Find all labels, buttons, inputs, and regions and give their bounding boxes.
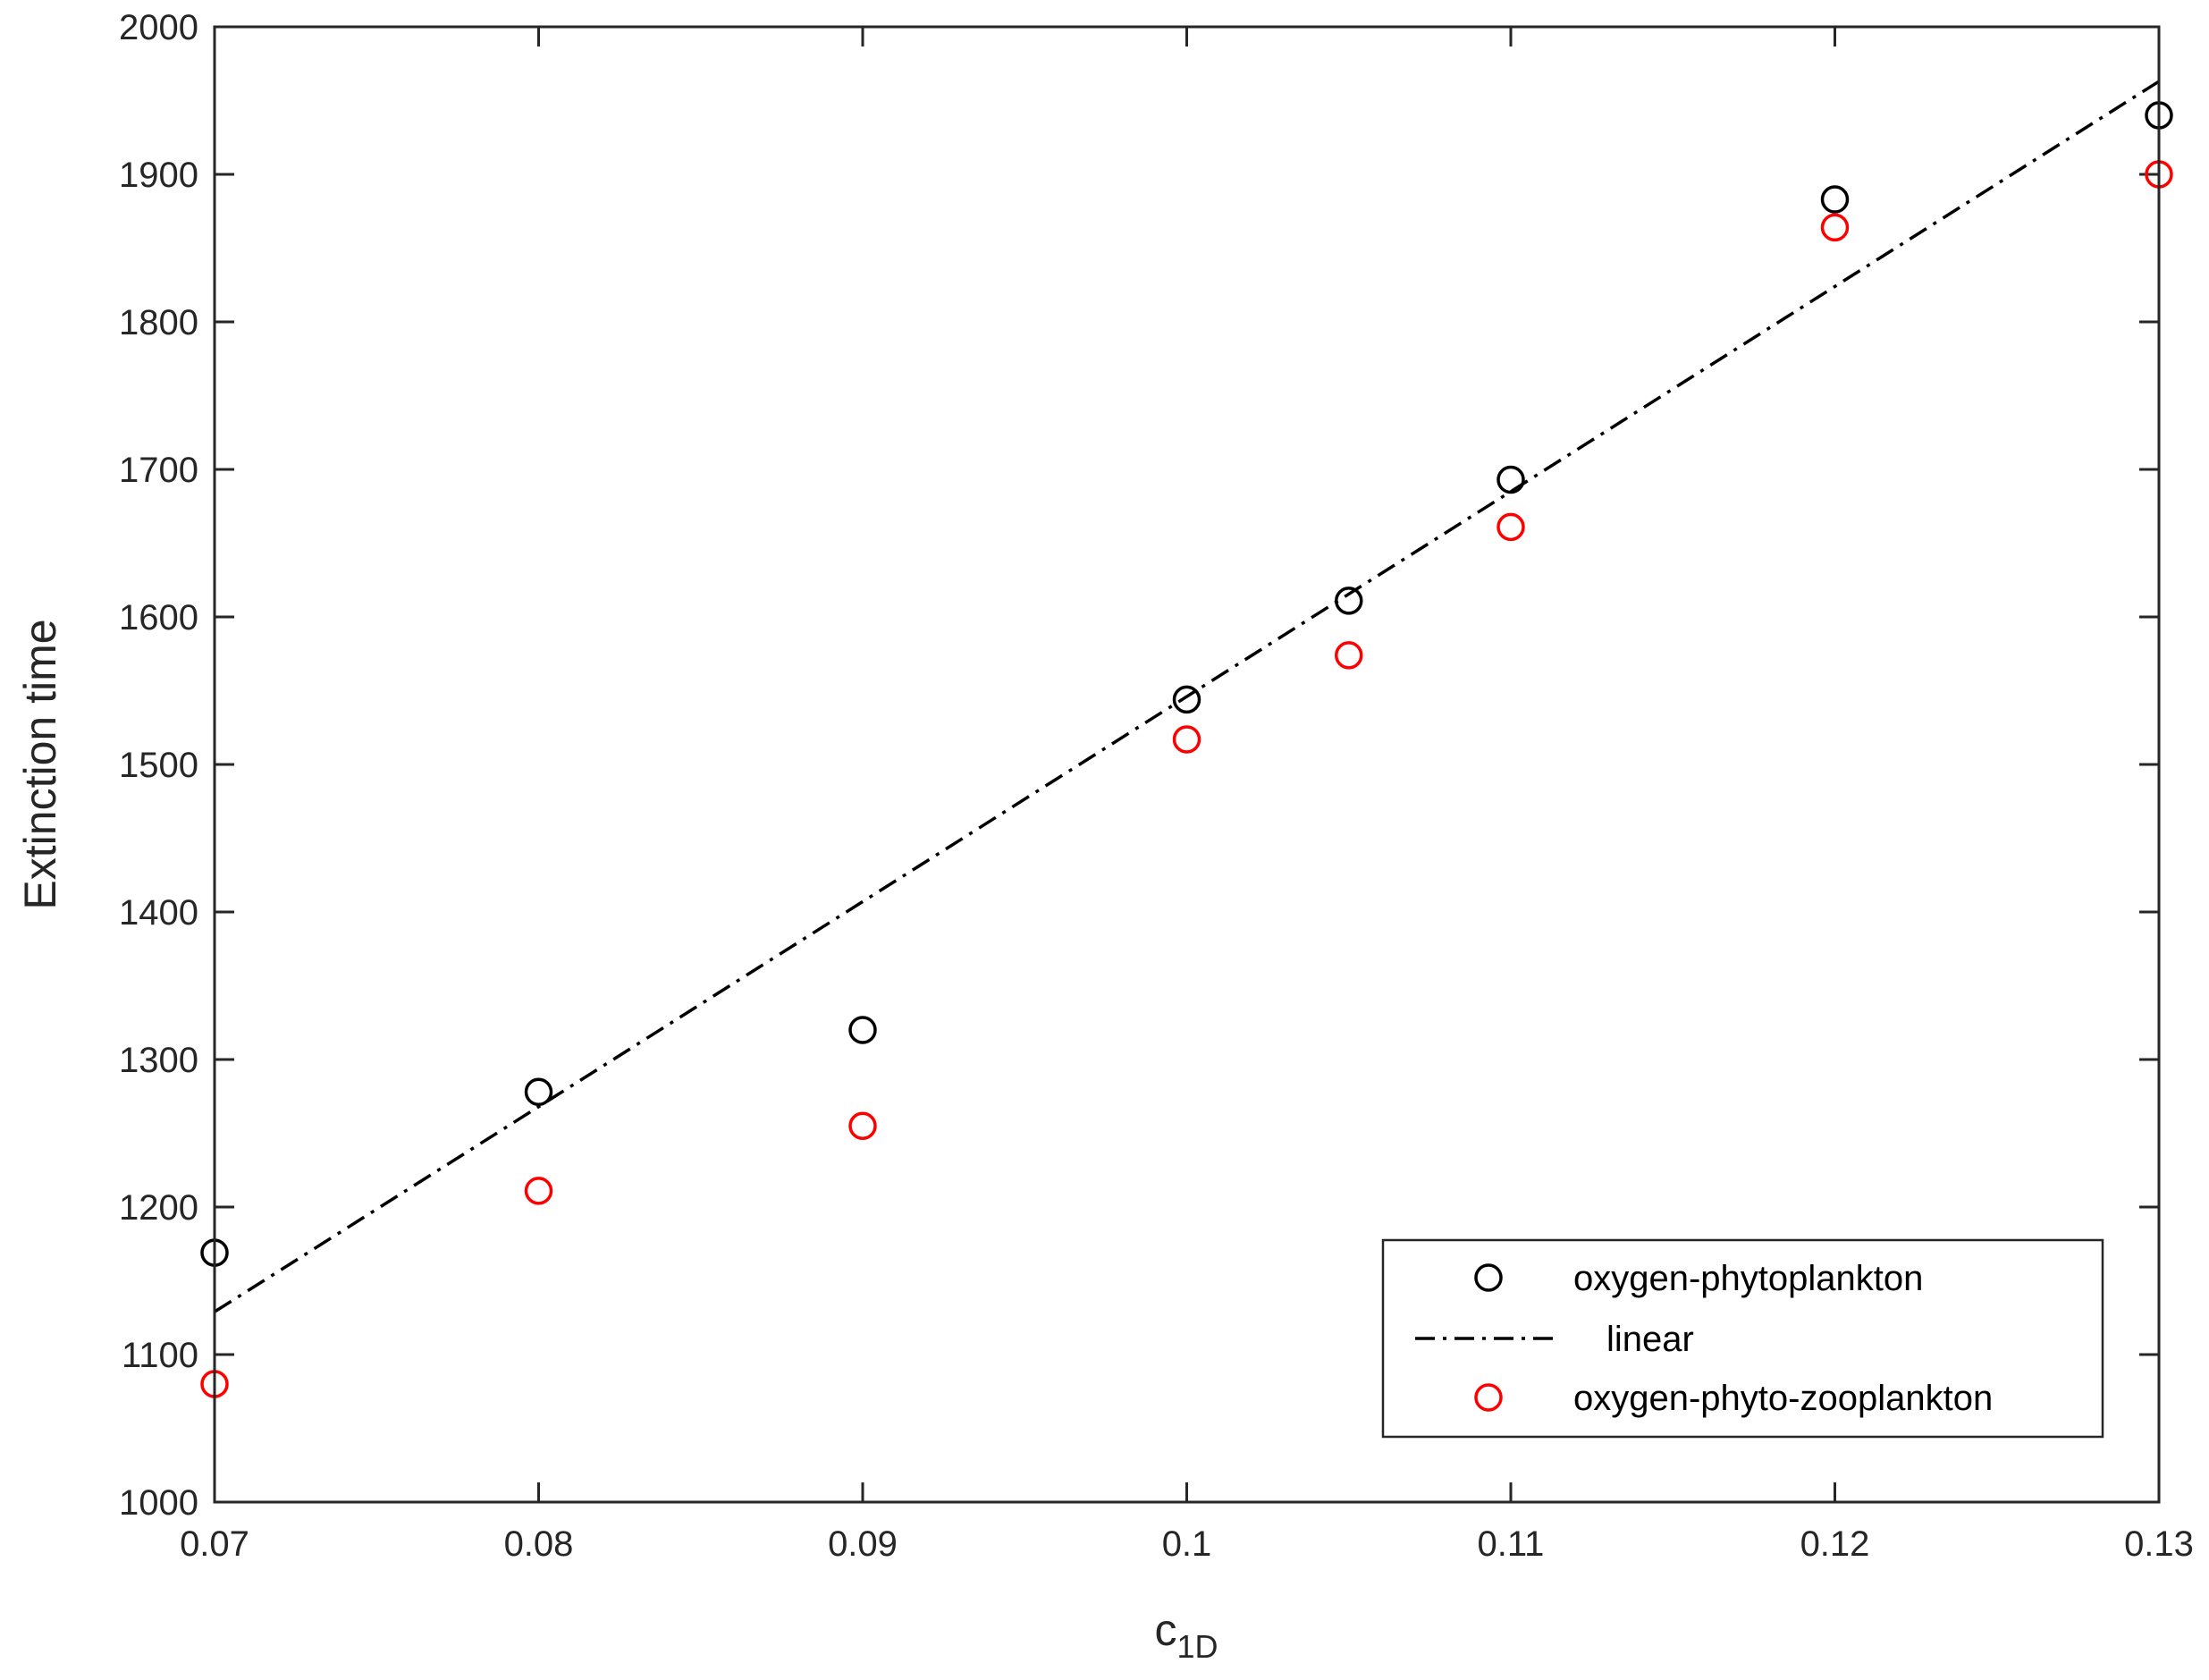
x-tick-label: 0.1 xyxy=(1162,1524,1212,1564)
legend-label-oxygen-phytoplankton: oxygen-phytoplankton xyxy=(1573,1259,1923,1298)
x-axis-title-subscript: 1D xyxy=(1176,1628,1218,1665)
tick-labels-group: 0.07 0.08 0.09 0.1 0.11 0.12 0.13 1000 1100 1200 1… xyxy=(119,8,2194,1564)
data-point-oxygen-phyto-zooplankton xyxy=(1497,512,1525,542)
data-point-oxygen-phyto-zooplankton xyxy=(1172,725,1201,754)
y-tick-label: 1600 xyxy=(119,598,198,637)
legend-label-linear: linear xyxy=(1606,1320,1694,1359)
legend: oxygen-phytoplankton linear oxygen-phyto… xyxy=(1381,1238,2104,1439)
legend-label-oxygen-phyto-zooplankton: oxygen-phyto-zooplankton xyxy=(1573,1379,1993,1418)
data-point-oxygen-phyto-zooplankton xyxy=(524,1177,553,1205)
y-tick-label: 1700 xyxy=(119,451,198,490)
x-tick-label: 0.13 xyxy=(2124,1524,2194,1564)
data-point-oxygen-phytoplankton xyxy=(1497,465,1525,494)
x-tick-label: 0.09 xyxy=(828,1524,898,1564)
x-tick-label: 0.08 xyxy=(504,1524,574,1564)
x-tick-label: 0.11 xyxy=(1478,1524,1545,1564)
legend-marker-oxygen-phyto-zooplankton xyxy=(1474,1383,1503,1412)
plot-frame xyxy=(213,25,2161,1504)
data-point-oxygen-phytoplankton xyxy=(1172,685,1201,714)
series-group xyxy=(200,80,2173,1398)
y-tick-label: 1400 xyxy=(119,893,198,933)
data-point-oxygen-phytoplankton xyxy=(524,1077,553,1107)
y-tick-label: 2000 xyxy=(119,8,198,47)
y-tick-label: 1500 xyxy=(119,746,198,785)
data-point-oxygen-phyto-zooplankton xyxy=(1335,641,1363,670)
legend-marker-oxygen-phytoplankton xyxy=(1474,1263,1503,1292)
series-line-linear xyxy=(214,80,2160,1313)
data-point-oxygen-phytoplankton xyxy=(1335,587,1363,615)
y-tick-label: 1900 xyxy=(119,156,198,195)
y-tick-label: 1800 xyxy=(119,303,198,342)
x-axis-title-main: c xyxy=(1154,1605,1176,1655)
y-tick-label: 1100 xyxy=(122,1336,198,1375)
x-axis-title: c1D xyxy=(1154,1605,1218,1665)
x-tick-label: 0.07 xyxy=(180,1524,249,1564)
y-tick-label: 1200 xyxy=(119,1188,198,1228)
x-tick-label: 0.12 xyxy=(1800,1524,1870,1564)
y-tick-label: 1000 xyxy=(119,1483,198,1523)
y-axis-title: Extinction time xyxy=(15,619,65,909)
y-tick-label: 1300 xyxy=(119,1041,198,1080)
data-point-oxygen-phytoplankton xyxy=(848,1016,877,1044)
data-point-oxygen-phyto-zooplankton xyxy=(1820,213,1850,242)
data-point-oxygen-phytoplankton xyxy=(1820,185,1850,214)
data-point-oxygen-phyto-zooplankton xyxy=(848,1111,877,1140)
